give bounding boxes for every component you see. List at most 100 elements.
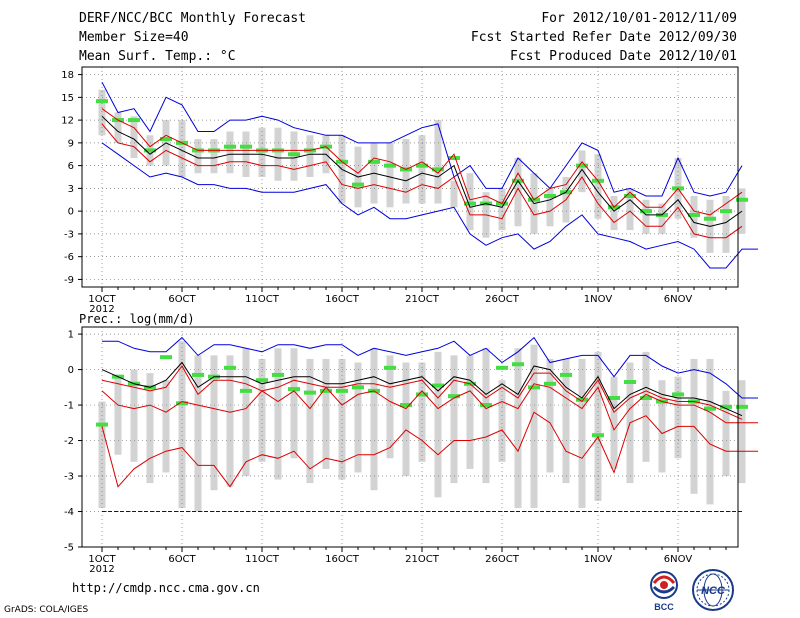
y-tick-label: 3 bbox=[68, 184, 74, 195]
spread-box bbox=[418, 135, 426, 204]
observed-marker bbox=[336, 388, 348, 393]
observed-marker bbox=[128, 118, 140, 123]
fcst-started-date: Fcst Started Refer Date 2012/09/30 bbox=[470, 30, 737, 45]
spread-box bbox=[98, 401, 106, 508]
observed-marker bbox=[720, 209, 732, 214]
observed-marker bbox=[560, 372, 572, 377]
y-tick-label: 9 bbox=[68, 138, 74, 149]
spread-box bbox=[178, 120, 186, 177]
observed-marker bbox=[288, 152, 300, 157]
spread-box bbox=[674, 376, 682, 459]
y-tick-label: 0 bbox=[68, 365, 74, 376]
observed-marker bbox=[464, 201, 476, 206]
spread-box bbox=[498, 380, 506, 462]
observed-marker bbox=[352, 182, 364, 187]
x-tick-label: 26OCT bbox=[485, 554, 520, 565]
spread-box bbox=[594, 351, 602, 501]
spread-box bbox=[290, 348, 298, 459]
y-tick-label: -2 bbox=[64, 436, 74, 447]
observed-marker bbox=[352, 385, 364, 390]
observed-marker bbox=[480, 403, 492, 408]
spread-box bbox=[242, 348, 250, 477]
spread-box bbox=[498, 188, 506, 231]
spread-box bbox=[434, 120, 442, 204]
x-tick-label: 6OCT bbox=[168, 294, 196, 305]
spread-box bbox=[226, 355, 234, 487]
spread-box bbox=[114, 112, 122, 143]
spread-box bbox=[642, 351, 650, 462]
x-tick-year: 2012 bbox=[89, 564, 114, 575]
x-tick-label: 1OCT bbox=[88, 554, 116, 565]
observed-marker bbox=[688, 212, 700, 217]
spread-box bbox=[466, 355, 474, 469]
series-lower_spread-line bbox=[101, 123, 743, 239]
observed-marker bbox=[592, 433, 604, 438]
observed-marker bbox=[544, 193, 556, 198]
y-tick-label: -9 bbox=[64, 275, 74, 286]
x-tick-label: 6NOV bbox=[664, 294, 693, 305]
source-url[interactable]: http://cmdp.ncc.cma.gov.cn bbox=[72, 581, 260, 595]
bcc-logo-text: BCC bbox=[654, 602, 674, 612]
plot-frame bbox=[81, 326, 739, 548]
x-tick-label: 11OCT bbox=[245, 294, 280, 305]
observed-marker bbox=[400, 403, 412, 408]
y-tick-label: 1 bbox=[68, 330, 74, 341]
spread-box bbox=[274, 127, 282, 181]
spread-box bbox=[626, 188, 634, 231]
spread-box bbox=[130, 369, 138, 462]
spread-box bbox=[178, 341, 186, 508]
x-tick-label: 6NOV bbox=[664, 554, 693, 565]
spread-box bbox=[226, 131, 234, 174]
observed-marker bbox=[576, 163, 588, 168]
spread-box bbox=[546, 188, 554, 227]
series-lower_spread-line bbox=[101, 383, 758, 431]
spread-box bbox=[274, 348, 282, 480]
observed-marker bbox=[736, 197, 748, 202]
spread-box bbox=[658, 203, 666, 234]
y-tick-label: 18 bbox=[61, 70, 74, 81]
x-tick-label: 16OCT bbox=[325, 554, 360, 565]
spread-box bbox=[578, 150, 586, 193]
spread-box bbox=[658, 380, 666, 473]
x-tick-label: 1NOV bbox=[584, 294, 613, 305]
observed-marker bbox=[176, 401, 188, 406]
forecast-period: For 2012/10/01-2012/11/09 bbox=[541, 11, 737, 26]
series-min-line bbox=[101, 411, 758, 488]
observed-marker bbox=[384, 365, 396, 370]
observed-marker bbox=[512, 362, 524, 367]
spread-box bbox=[546, 358, 554, 473]
spread-box bbox=[386, 142, 394, 208]
observed-marker bbox=[640, 209, 652, 214]
observed-marker bbox=[384, 163, 396, 168]
y-tick-label: -5 bbox=[64, 543, 74, 554]
spread-box bbox=[610, 195, 618, 231]
series-mean-line bbox=[101, 115, 743, 227]
observed-marker bbox=[224, 365, 236, 370]
plot-frame bbox=[81, 66, 739, 288]
spread-box bbox=[514, 158, 522, 227]
spread-box bbox=[370, 348, 378, 491]
spread-box bbox=[306, 358, 314, 484]
spread-box bbox=[530, 344, 538, 508]
x-tick-label: 21OCT bbox=[405, 294, 440, 305]
observed-marker bbox=[304, 390, 316, 395]
series-max-line bbox=[101, 81, 743, 197]
series-mean-line bbox=[101, 361, 743, 417]
observed-marker bbox=[256, 378, 268, 383]
x-tick-label: 11OCT bbox=[245, 554, 280, 565]
x-tick-year: 2012 bbox=[89, 304, 114, 315]
spread-box bbox=[594, 154, 602, 219]
spread-box bbox=[722, 195, 730, 253]
y-tick-label: -3 bbox=[64, 472, 74, 483]
observed-marker bbox=[576, 397, 588, 402]
spread-box bbox=[450, 355, 458, 484]
series-upper_spread-line bbox=[101, 365, 743, 420]
observed-marker bbox=[368, 159, 380, 164]
y-tick-label: 6 bbox=[68, 161, 74, 172]
spread-box bbox=[322, 358, 330, 469]
observed-marker bbox=[672, 392, 684, 397]
y-tick-label: -3 bbox=[64, 229, 74, 240]
